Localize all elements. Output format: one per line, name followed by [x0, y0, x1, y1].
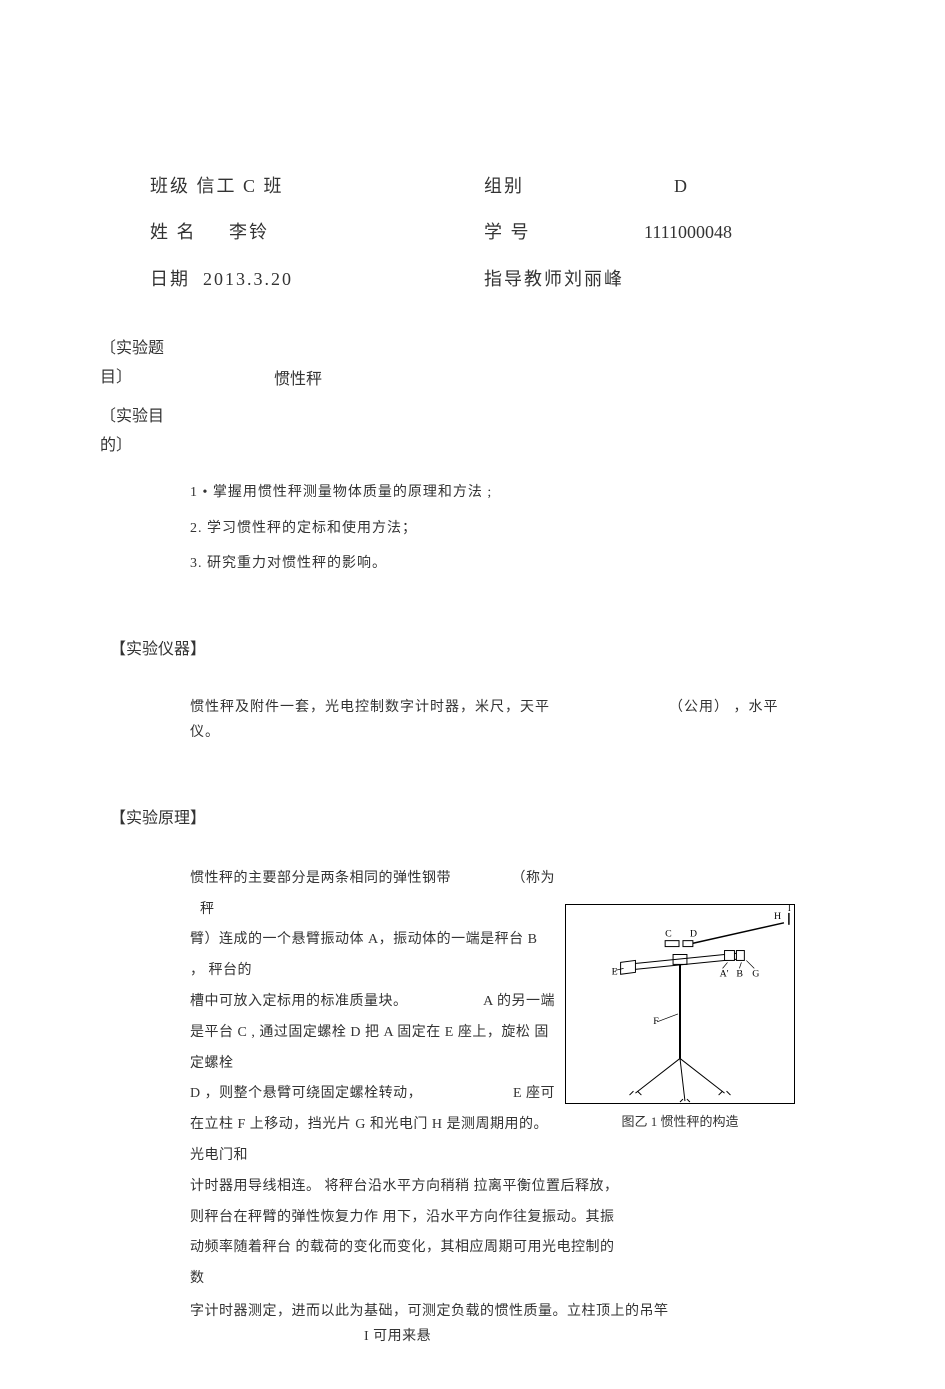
objective-item: 3. 研究重力对惯性秤的影响。	[190, 551, 795, 576]
exp-title-label-l2: 目〕	[100, 364, 164, 393]
principle-block: C D H I E A' B G F 图乙 1 惯性秤的构造 惯性秤的主要部分是…	[150, 864, 795, 1350]
principle-line: 惯性秤的主要部分是两条相同的弹性钢带	[190, 864, 451, 895]
principle-last-line: 字计时器测定，进而以此为基础，可测定负载的惯性质量。立柱顶上的吊竿 I 可用来悬	[190, 1299, 795, 1349]
principle-line: 数	[190, 1264, 795, 1295]
inertia-balance-figure: C D H I E A' B G F	[565, 904, 795, 1104]
principle-line: 动频率随着秤台 的载荷的变化而变化，其相应周期可用光电控制的	[190, 1233, 795, 1264]
apparatus-text: 惯性秤及附件一套，光电控制数字计时器，米尺，天平 （公用） ，水平仪。	[190, 695, 795, 745]
exp-purpose-label-l1: 〔实验目	[100, 403, 795, 432]
teacher-label: 指导教师刘丽峰	[484, 263, 624, 295]
fig-label-e: E	[612, 966, 618, 977]
header-info: 班级 信工 C 班 组别 D 姓 名 李铃 学 号 1111000048 日期 …	[150, 170, 795, 295]
exp-title-value: 惯性秤	[274, 366, 322, 395]
id-label: 学 号	[484, 216, 624, 248]
principle-line: A 的另一端	[483, 987, 555, 1018]
principle-line: E 座可	[513, 1079, 555, 1110]
name-label: 姓 名 李铃	[150, 216, 293, 248]
fig-label-i: I	[788, 904, 791, 913]
figure-caption: 图乙 1 惯性秤的构造	[565, 1110, 795, 1133]
fig-label-c: C	[665, 929, 672, 940]
group-value: D	[644, 170, 795, 202]
class-label: 班级 信工 C 班	[150, 170, 293, 202]
id-value: 1111000048	[644, 216, 795, 248]
fig-label-a: A'	[720, 968, 729, 979]
objective-item: 1 • 掌握用惯性秤测量物体质量的原理和方法 ;	[190, 480, 795, 505]
date-label: 日期 2013.3.20	[150, 263, 293, 295]
figure-container: C D H I E A' B G F 图乙 1 惯性秤的构造	[565, 904, 795, 1133]
principle-line: 则秤台在秤臂的弹性恢复力作 用下，沿水平方向作往复振动。其振	[190, 1203, 795, 1234]
section-principle-label: 【实验原理】	[110, 805, 795, 834]
fig-label-h: H	[774, 911, 781, 922]
fig-label-g: G	[752, 968, 759, 979]
objective-item: 2. 学习惯性秤的定标和使用方法；	[190, 516, 795, 541]
principle-line: 槽中可放入定标用的标准质量块。	[190, 987, 408, 1018]
exp-title-label-l1: 〔实验题	[100, 335, 164, 364]
group-label: 组别	[484, 170, 624, 202]
objectives-list: 1 • 掌握用惯性秤测量物体质量的原理和方法 ; 2. 学习惯性秤的定标和使用方…	[190, 480, 795, 576]
principle-line: 计时器用导线相连。 将秤台沿水平方向稍稍 拉离平衡位置后释放，	[190, 1172, 795, 1203]
fig-label-b: B	[736, 968, 743, 979]
section-apparatus-label: 【实验仪器】	[110, 636, 795, 665]
section-experiment-title: 〔实验题 目〕 惯性秤	[100, 335, 795, 393]
exp-purpose-label-l2: 的〕	[100, 432, 795, 461]
apparatus-text-a: 惯性秤及附件一套，光电控制数字计时器，米尺，天平	[190, 700, 550, 715]
fig-label-d: D	[690, 929, 697, 940]
principle-line: （称为	[512, 864, 556, 895]
section-purpose: 〔实验目 的〕	[100, 403, 795, 461]
principle-line: D ，则整个悬臂可绕固定螺栓转动，	[190, 1079, 422, 1110]
